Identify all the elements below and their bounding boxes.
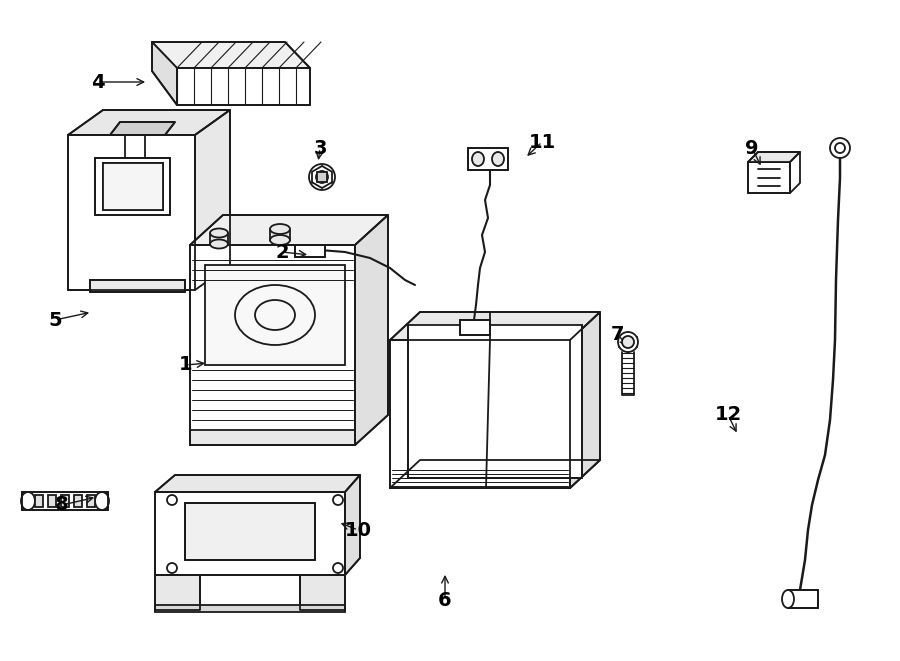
Ellipse shape — [492, 152, 504, 166]
Ellipse shape — [333, 563, 343, 573]
Polygon shape — [468, 148, 508, 170]
Polygon shape — [103, 163, 163, 210]
Ellipse shape — [830, 138, 850, 158]
Ellipse shape — [835, 143, 845, 153]
Polygon shape — [155, 492, 345, 575]
Text: 10: 10 — [345, 520, 372, 539]
Polygon shape — [300, 575, 345, 610]
Text: 8: 8 — [55, 496, 68, 514]
Polygon shape — [155, 575, 200, 610]
Polygon shape — [68, 110, 230, 135]
Polygon shape — [110, 122, 175, 135]
Polygon shape — [155, 475, 360, 492]
Text: 9: 9 — [745, 139, 759, 157]
Bar — [87, 495, 95, 507]
Ellipse shape — [270, 235, 290, 245]
Polygon shape — [210, 234, 228, 244]
Polygon shape — [22, 492, 108, 510]
Text: 6: 6 — [438, 590, 452, 609]
Ellipse shape — [95, 492, 109, 510]
Polygon shape — [190, 215, 388, 245]
Polygon shape — [205, 265, 345, 365]
Text: 2: 2 — [275, 243, 289, 262]
Bar — [48, 495, 56, 507]
Bar — [61, 495, 69, 507]
Polygon shape — [177, 68, 310, 105]
Ellipse shape — [270, 224, 290, 234]
Ellipse shape — [210, 229, 228, 237]
Text: 1: 1 — [179, 356, 193, 375]
Text: 5: 5 — [49, 311, 62, 329]
Ellipse shape — [316, 171, 328, 183]
Polygon shape — [390, 460, 600, 488]
Polygon shape — [190, 430, 355, 445]
Ellipse shape — [472, 152, 484, 166]
Polygon shape — [408, 325, 582, 478]
Text: 7: 7 — [611, 325, 625, 344]
Polygon shape — [68, 135, 195, 290]
Ellipse shape — [167, 495, 177, 505]
Ellipse shape — [782, 590, 794, 608]
Polygon shape — [390, 340, 570, 488]
Polygon shape — [190, 245, 355, 445]
Polygon shape — [155, 605, 345, 612]
Polygon shape — [748, 162, 790, 193]
Polygon shape — [295, 245, 325, 257]
Ellipse shape — [618, 332, 638, 352]
Text: 4: 4 — [91, 73, 104, 91]
Ellipse shape — [167, 563, 177, 573]
Text: 11: 11 — [528, 132, 555, 151]
Polygon shape — [460, 320, 490, 335]
Ellipse shape — [210, 239, 228, 249]
Ellipse shape — [622, 336, 634, 348]
Ellipse shape — [309, 164, 335, 190]
Polygon shape — [355, 215, 388, 445]
Polygon shape — [185, 503, 315, 560]
Polygon shape — [95, 158, 170, 215]
Text: 12: 12 — [715, 405, 742, 424]
Bar — [74, 495, 82, 507]
Polygon shape — [788, 590, 818, 608]
Polygon shape — [390, 312, 600, 340]
Ellipse shape — [21, 492, 35, 510]
Polygon shape — [748, 152, 800, 162]
Polygon shape — [345, 475, 360, 575]
Polygon shape — [270, 230, 290, 240]
Bar — [317, 172, 327, 182]
Text: 3: 3 — [313, 139, 327, 157]
Ellipse shape — [333, 495, 343, 505]
Polygon shape — [152, 42, 310, 68]
Polygon shape — [195, 110, 230, 290]
Polygon shape — [152, 42, 177, 105]
Bar — [35, 495, 43, 507]
Polygon shape — [570, 312, 600, 488]
Polygon shape — [90, 280, 185, 292]
